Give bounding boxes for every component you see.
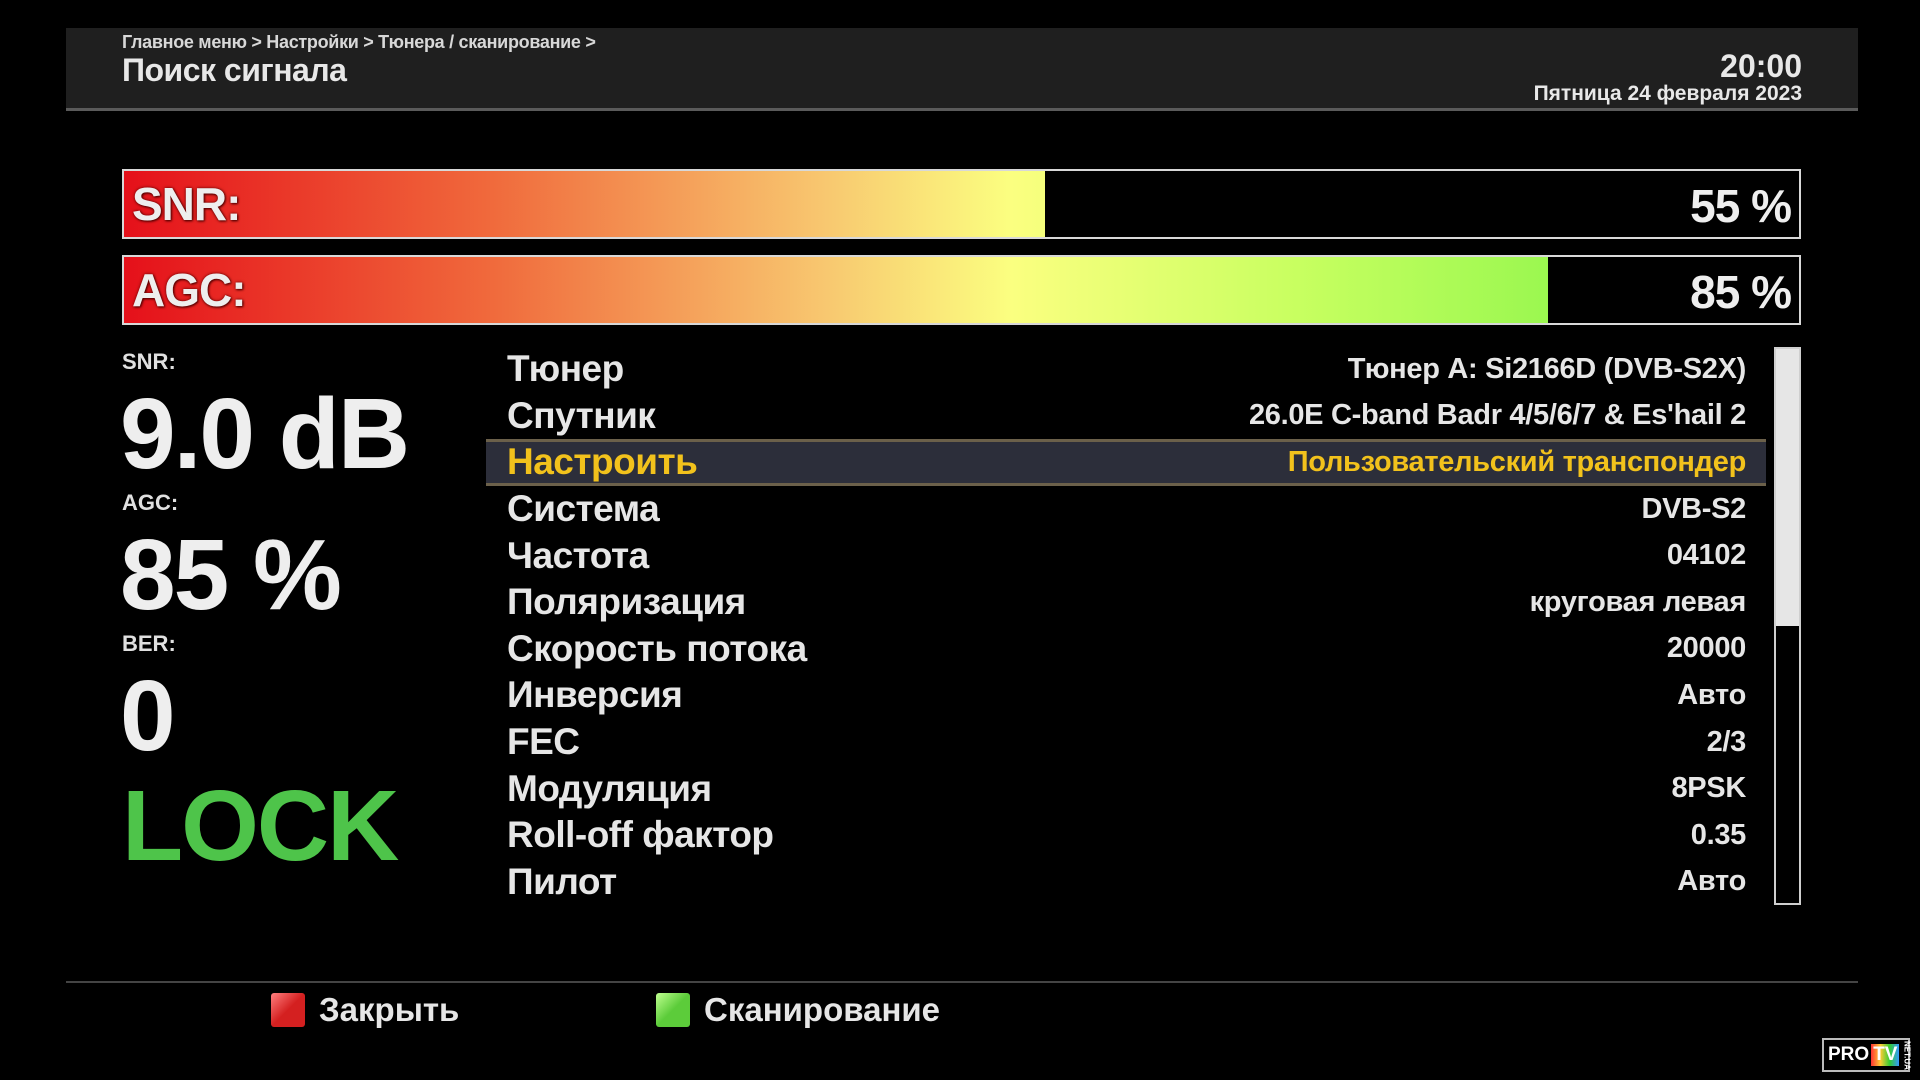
list-item-label: Спутник [507,394,656,436]
logo-tv: TV [1871,1044,1900,1066]
list-item-label: Модуляция [507,767,712,809]
snr-bar: SNR: 55 % [122,169,1801,239]
agc-label: AGC: [122,490,179,515]
logo-net: NET.UA [1902,1040,1912,1070]
list-item[interactable]: Система DVB-S2 [486,486,1766,533]
list-item[interactable]: Частота 04102 [486,532,1766,579]
list-item-value: Авто [1677,678,1746,711]
list-item-label: Roll-off фактор [507,814,774,856]
list-item[interactable]: Поляризация круговая левая [486,579,1766,626]
list-item-label: Пилот [507,860,617,902]
list-item-label: Тюнер [507,348,624,390]
list-item-value: 0.35 [1690,818,1747,851]
list-item[interactable]: Модуляция 8PSK [486,765,1766,812]
list-item-label: Система [507,488,660,530]
list-item-label: Настроить [507,441,698,483]
list-item[interactable]: Пилот Авто [486,859,1766,906]
protv-logo: PRO TV NET.UA [1822,1038,1912,1072]
lock-status: LOCK [122,770,399,882]
snr-value: 9.0 dB [120,378,410,490]
snr-bar-percent: 55 % [1690,180,1792,232]
list-item-value: Тюнер A: Si2166D (DVB-S2X) [1347,352,1747,385]
list-item-value: 20000 [1666,632,1746,665]
breadcrumb: Главное меню > Настройки > Тюнера / скан… [122,32,596,52]
list-item-value: DVB-S2 [1641,492,1746,525]
list-item-label: Частота [507,534,649,576]
list-item-label: Инверсия [507,674,683,716]
agc-bar-percent: 85 % [1690,266,1792,318]
list-item-value: Авто [1677,865,1746,898]
list-item-value: 26.0E C-band Badr 4/5/6/7 & Es'hail 2 [1248,399,1746,432]
list-item[interactable]: Roll-off фактор 0.35 [486,812,1766,859]
snr-bar-fill [124,171,1046,237]
agc-value: 85 % [120,519,342,631]
ber-value: 0 [120,660,176,772]
red-key-icon [271,993,305,1027]
list-item[interactable]: Спутник 26.0E C-band Badr 4/5/6/7 & Es'ha… [486,393,1766,440]
list-item-value: 8PSK [1671,772,1746,805]
green-key-icon [656,993,690,1027]
footer-divider [66,981,1858,983]
agc-bar-fill [124,257,1548,323]
snr-label: SNR: [122,349,176,374]
parameter-list: Тюнер Тюнер A: Si2166D (DVB-S2X) Спутник 26… [486,346,1766,905]
list-item[interactable]: Настроить Пользовательский транспондер [486,439,1766,486]
scrollbar-thumb[interactable] [1776,349,1799,626]
close-label: Закрыть [319,991,460,1028]
list-item-value: Пользовательский транспондер [1287,445,1747,478]
page-title: Поиск сигнала [122,52,347,88]
header-bar: Главное меню > Настройки > Тюнера / скан… [66,28,1858,111]
list-item[interactable]: Тюнер Тюнер A: Si2166D (DVB-S2X) [486,346,1766,393]
logo-text: PRO [1828,1044,1870,1065]
list-item-value: 04102 [1666,539,1746,572]
scrollbar[interactable] [1774,347,1801,905]
scan-label: Сканирование [704,991,941,1028]
list-item-value: 2/3 [1706,725,1747,758]
clock-time: 20:00 [1720,48,1802,84]
close-button[interactable]: Закрыть [271,991,459,1029]
agc-bar: AGC: 85 % [122,255,1801,325]
list-item-label: Поляризация [507,581,746,623]
list-item-label: Скорость потока [507,627,807,669]
list-item-value: круговая левая [1529,585,1747,618]
ber-label: BER: [122,631,176,656]
list-item[interactable]: Инверсия Авто [486,672,1766,719]
agc-bar-label: AGC: [132,264,247,316]
list-item[interactable]: Скорость потока 20000 [486,626,1766,673]
scan-button[interactable]: Сканирование [656,991,940,1029]
snr-bar-label: SNR: [132,178,241,230]
list-item-label: FEC [507,721,580,763]
list-item[interactable]: FEC 2/3 [486,719,1766,766]
clock-date: Пятница 24 февраля 2023 [1533,82,1802,105]
